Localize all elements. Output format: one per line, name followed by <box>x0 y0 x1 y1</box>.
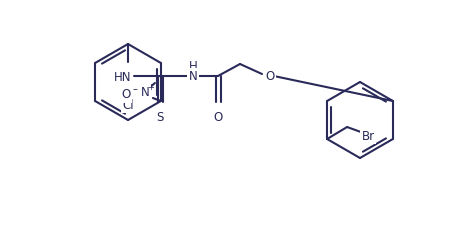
Text: N: N <box>188 69 197 83</box>
Text: O: O <box>264 71 274 84</box>
Text: HN: HN <box>114 71 131 84</box>
Text: H: H <box>188 60 197 73</box>
Text: +: + <box>147 84 154 93</box>
Text: N: N <box>140 87 149 100</box>
Text: O: O <box>213 111 222 124</box>
Text: –: – <box>132 84 137 94</box>
Text: Br: Br <box>361 130 374 143</box>
Text: S: S <box>156 111 163 124</box>
Text: O: O <box>121 88 131 101</box>
Text: Cl: Cl <box>122 99 133 112</box>
